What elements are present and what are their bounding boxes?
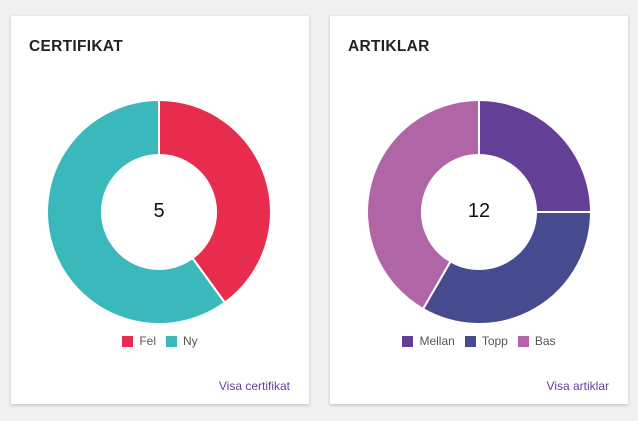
visa-artiklar-link[interactable]: Visa artiklar xyxy=(546,379,609,393)
donut-slice-fel[interactable] xyxy=(158,98,272,305)
artiklar-donut-chart xyxy=(366,98,593,325)
artiklar-card: ARTIKLAR 12 Mellan Topp Bas Visa artikla… xyxy=(330,16,628,404)
donut-slice-bas[interactable] xyxy=(366,98,480,311)
legend-item-bas[interactable]: Bas xyxy=(517,334,556,348)
legend-swatch xyxy=(517,335,529,347)
artiklar-total: 12 xyxy=(467,200,491,222)
donut-slice-mellan[interactable] xyxy=(478,98,593,213)
donut-slice-ny[interactable] xyxy=(46,98,227,325)
legend-item-mellan[interactable]: Mellan xyxy=(402,334,455,348)
legend-item-ny[interactable]: Ny xyxy=(166,334,198,348)
legend-swatch xyxy=(166,335,177,347)
legend-label: Ny xyxy=(183,334,198,348)
legend-label: Topp xyxy=(481,334,508,348)
donut-slice-topp[interactable] xyxy=(421,211,593,325)
certifikat-total: 5 xyxy=(153,200,165,222)
certifikat-card: CERTIFIKAT 5 Fel Ny Visa certifikat xyxy=(11,16,309,404)
legend-label: Mellan xyxy=(419,334,455,348)
card-title: ARTIKLAR xyxy=(348,38,430,55)
legend-swatch xyxy=(402,335,414,347)
legend-swatch xyxy=(122,335,134,347)
legend-label: Fel xyxy=(139,334,156,348)
legend-label: Bas xyxy=(534,334,556,348)
visa-certifikat-link[interactable]: Visa certifikat xyxy=(218,379,290,393)
legend-item-topp[interactable]: Topp xyxy=(464,334,508,348)
legend-item-fel[interactable]: Fel xyxy=(122,334,156,348)
legend-swatch xyxy=(464,335,476,347)
artiklar-legend: Mellan Topp Bas xyxy=(330,334,628,348)
certifikat-donut-chart xyxy=(46,98,272,325)
card-title: CERTIFIKAT xyxy=(29,38,123,55)
certifikat-legend: Fel Ny xyxy=(11,334,309,348)
